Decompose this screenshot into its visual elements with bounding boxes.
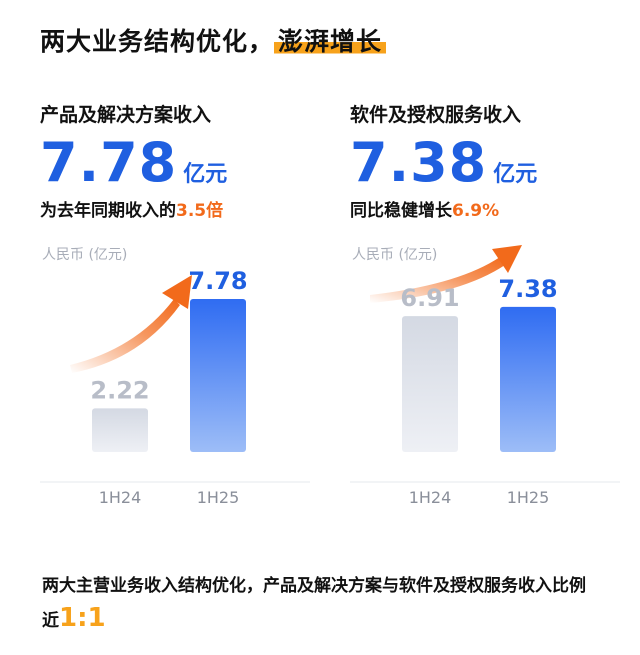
- x-tick-label: 1H25: [507, 488, 550, 507]
- page-title: 两大业务结构优化， 澎湃增长: [40, 22, 387, 58]
- title-main: 两大业务结构优化，: [40, 27, 275, 56]
- x-tick-label: 1H25: [197, 488, 240, 507]
- bar-1H25: [500, 306, 556, 452]
- software-chart-svg: 人民币 (亿元) 6.91 1H24 7.38 1H25: [350, 245, 620, 507]
- revenue-value: 7.38 亿元: [350, 131, 630, 194]
- growth-accent: 3.5倍: [176, 201, 224, 221]
- title-highlight: 澎湃增长: [274, 27, 387, 56]
- growth-prefix: 为去年同期收入的: [40, 201, 176, 221]
- revenue-number: 7.38: [350, 131, 488, 194]
- software-panel: 软件及授权服务收入 7.38 亿元 同比稳健增长6.9%: [350, 100, 630, 221]
- bar-1H24: [92, 408, 148, 452]
- bar-value-label: 7.78: [188, 267, 247, 295]
- y-axis-unit-label: 人民币 (亿元): [352, 247, 437, 263]
- revenue-number: 7.78: [40, 131, 178, 194]
- x-tick-label: 1H24: [99, 488, 142, 507]
- y-axis-unit-label: 人民币 (亿元): [42, 247, 127, 263]
- revenue-unit: 亿元: [493, 162, 538, 187]
- products-panel: 产品及解决方案收入 7.78 亿元 为去年同期收入的3.5倍: [40, 100, 320, 221]
- growth-note: 为去年同期收入的3.5倍: [40, 196, 320, 221]
- panel-title: 软件及授权服务收入: [350, 104, 522, 126]
- software-chart: 人民币 (亿元) 6.91 1H24 7.38 1H25: [350, 235, 620, 525]
- bar-value-label: 6.91: [400, 284, 459, 312]
- revenue-value: 7.78 亿元: [40, 131, 320, 194]
- bar-1H24: [402, 316, 458, 452]
- growth-prefix: 同比稳健增长: [350, 201, 452, 221]
- bar-1H25: [190, 298, 246, 452]
- summary-ratio: 1:1: [59, 603, 106, 633]
- trend-arrow-icon: [70, 275, 192, 373]
- x-tick-label: 1H24: [409, 488, 452, 507]
- panel-title: 产品及解决方案收入: [40, 104, 212, 126]
- products-chart: 人民币 (亿元) 2.22 1H24 7.78 1H25: [40, 235, 310, 525]
- revenue-unit: 亿元: [183, 162, 228, 187]
- growth-note: 同比稳健增长6.9%: [350, 196, 630, 221]
- summary-text: 两大主营业务收入结构优化，产品及解决方案与软件及授权服务收入比例近1:1: [42, 570, 602, 637]
- products-chart-svg: 人民币 (亿元) 2.22 1H24 7.78 1H25: [40, 247, 310, 507]
- bar-value-label: 7.38: [498, 275, 557, 303]
- bar-value-label: 2.22: [90, 376, 149, 404]
- summary-body: 两大主营业务收入结构优化，产品及解决方案与软件及授权服务收入比例近: [42, 576, 586, 631]
- trend-arrow-icon: [370, 245, 522, 303]
- growth-accent: 6.9%: [452, 201, 500, 221]
